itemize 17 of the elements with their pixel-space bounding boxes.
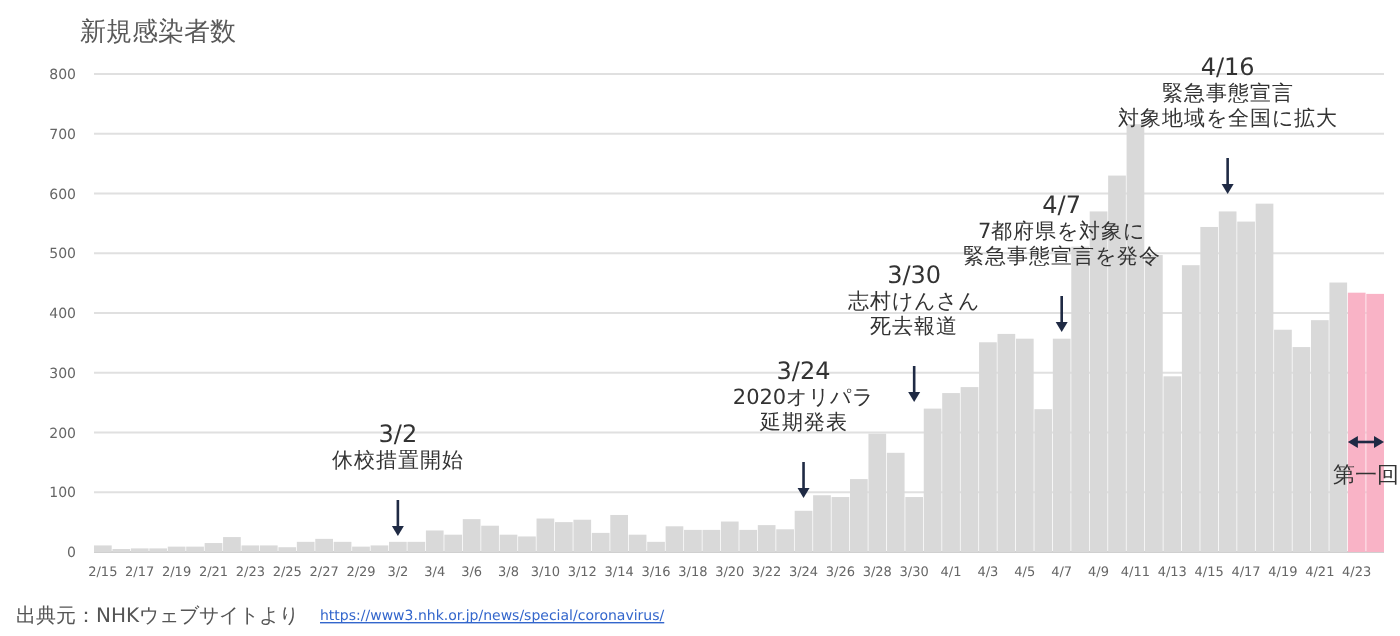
annotation: 3/2 — [378, 420, 418, 448]
annotation: 志村けんさん — [848, 288, 981, 314]
annotation: 緊急事態宣言 — [1161, 80, 1294, 106]
annotation: 第一回 — [1332, 462, 1399, 488]
annotation: 4/7 — [1042, 191, 1081, 219]
annotation: 2020オリパラ — [732, 386, 875, 410]
annotation: 3/24 — [776, 357, 831, 385]
annotation: 3/30 — [887, 261, 942, 289]
chart-title: 新規感染者数 — [80, 18, 236, 48]
text: 出典元：NHKウェブサイトより — [16, 604, 300, 628]
annotation: 延期発表 — [757, 409, 848, 435]
annotation: 死去報道 — [870, 313, 959, 339]
annotation: 対象地域を全国に拡大 — [1117, 105, 1338, 131]
annotation: 7都府県を対象に — [978, 218, 1146, 244]
annotation: 休校措置開始 — [331, 447, 464, 473]
annotation: 4/16 — [1200, 53, 1255, 81]
annotation: 緊急事態宣言を発令 — [962, 243, 1161, 269]
